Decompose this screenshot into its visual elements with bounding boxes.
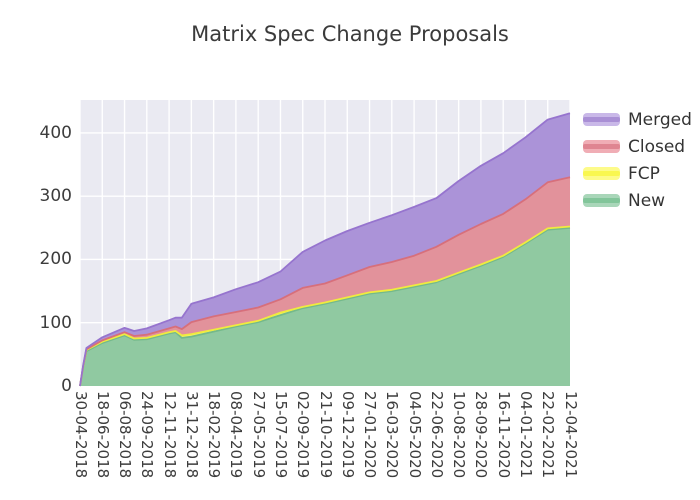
x-tick-label: 22-06-2020: [427, 391, 446, 479]
closed-swatch-icon: [583, 140, 620, 153]
edge-merged: [79, 112, 571, 387]
x-tick-label: 24-09-2018: [138, 391, 157, 479]
x-tick-label: 12-04-2021: [561, 391, 580, 479]
area-merged: [80, 113, 570, 387]
x-tick-label: 12-11-2018: [160, 391, 179, 479]
y-tick-label: 200: [39, 249, 72, 270]
x-tick-label: 09-12-2019: [338, 391, 357, 479]
y-tick-label: 0: [61, 376, 72, 396]
legend-label: Merged: [628, 109, 692, 130]
x-tick-label: 18-02-2019: [205, 391, 224, 479]
area-new: [80, 227, 570, 386]
x-tick-label: 18-06-2018: [93, 391, 112, 479]
legend-label: Closed: [628, 136, 686, 157]
legend-label: New: [628, 190, 666, 211]
x-tick-label: 06-08-2018: [116, 391, 135, 479]
chart-title: Matrix Spec Change Proposals: [191, 22, 509, 46]
y-tick-label: 300: [39, 186, 72, 207]
new-swatch-icon: [583, 194, 620, 207]
x-tick-label: 04-01-2021: [516, 391, 535, 479]
x-tick-label: 28-09-2020: [472, 391, 491, 479]
legend-label: FCP: [628, 163, 660, 184]
edge-new: [79, 226, 571, 387]
x-tick-label: 16-11-2020: [494, 391, 513, 479]
x-tick-label: 10-08-2020: [450, 391, 469, 479]
legend-item-closed: Closed: [583, 133, 692, 160]
edge-fcp: [79, 225, 571, 387]
x-tick-label: 22-02-2021: [539, 391, 558, 479]
legend-item-new: New: [583, 187, 692, 214]
edge-closed: [79, 176, 571, 387]
x-tick-label: 15-07-2019: [271, 391, 290, 479]
x-tick-label: 30-04-2018: [71, 391, 90, 479]
y-tick-label: 100: [39, 312, 72, 333]
merged-swatch-icon: [583, 113, 620, 126]
x-tick-label: 31-12-2018: [182, 391, 201, 479]
x-tick-label: 27-01-2020: [361, 391, 380, 479]
x-tick-label: 08-04-2019: [227, 391, 246, 479]
x-tick-label: 02-09-2019: [294, 391, 313, 479]
legend-item-fcp: FCP: [583, 160, 692, 187]
x-tick-label: 16-03-2020: [383, 391, 402, 479]
x-tick-label: 21-10-2019: [316, 391, 335, 479]
y-tick-label: 400: [39, 122, 72, 143]
fcp-swatch-icon: [583, 167, 620, 180]
legend: Merged Closed FCP New: [583, 106, 692, 214]
legend-item-merged: Merged: [583, 106, 692, 133]
x-tick-label: 04-05-2020: [405, 391, 424, 479]
x-tick-label: 27-05-2019: [249, 391, 268, 479]
